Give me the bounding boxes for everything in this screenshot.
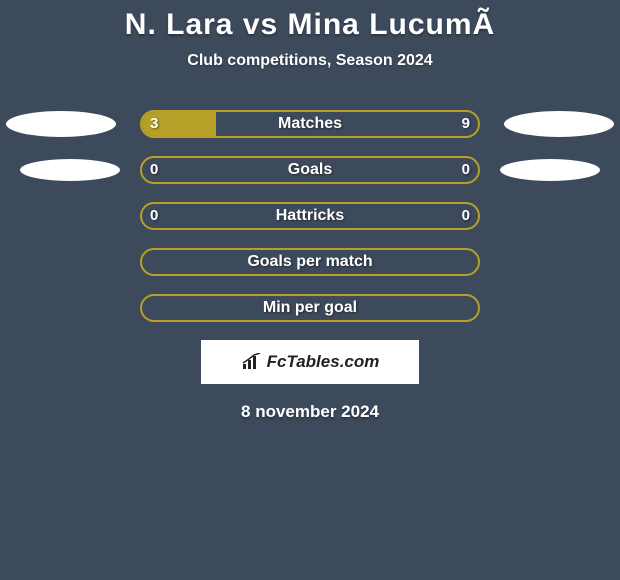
stat-row: 00Hattricks (0, 202, 620, 230)
player-left-marker (20, 159, 120, 181)
player-right-marker (504, 111, 614, 137)
stat-row: 00Goals (0, 156, 620, 184)
player-right-marker (500, 159, 600, 181)
comparison-panel: N. Lara vs Mina LucumÃ Club competitions… (0, 0, 620, 422)
stat-row: 39Matches (0, 110, 620, 138)
source-logo: FcTables.com (201, 340, 419, 384)
stat-label: Hattricks (142, 204, 478, 228)
stat-bar: Goals per match (140, 248, 480, 276)
stat-bar: 00Goals (140, 156, 480, 184)
stat-row: Goals per match (0, 248, 620, 276)
chart-icon (241, 353, 263, 371)
stat-rows: 39Matches 00Goals 00Hattricks Goals per mat… (0, 110, 620, 322)
stat-row: Min per goal (0, 294, 620, 322)
stat-bar: 39Matches (140, 110, 480, 138)
stat-label: Min per goal (142, 296, 478, 320)
stat-label: Matches (142, 112, 478, 136)
page-title: N. Lara vs Mina LucumÃ (0, 8, 620, 42)
stat-label: Goals (142, 158, 478, 182)
stat-bar: Min per goal (140, 294, 480, 322)
player-left-marker (6, 111, 116, 137)
page-subtitle: Club competitions, Season 2024 (0, 52, 620, 70)
logo-text: FcTables.com (267, 352, 380, 372)
stat-label: Goals per match (142, 250, 478, 274)
stat-bar: 00Hattricks (140, 202, 480, 230)
date-text: 8 november 2024 (0, 402, 620, 422)
